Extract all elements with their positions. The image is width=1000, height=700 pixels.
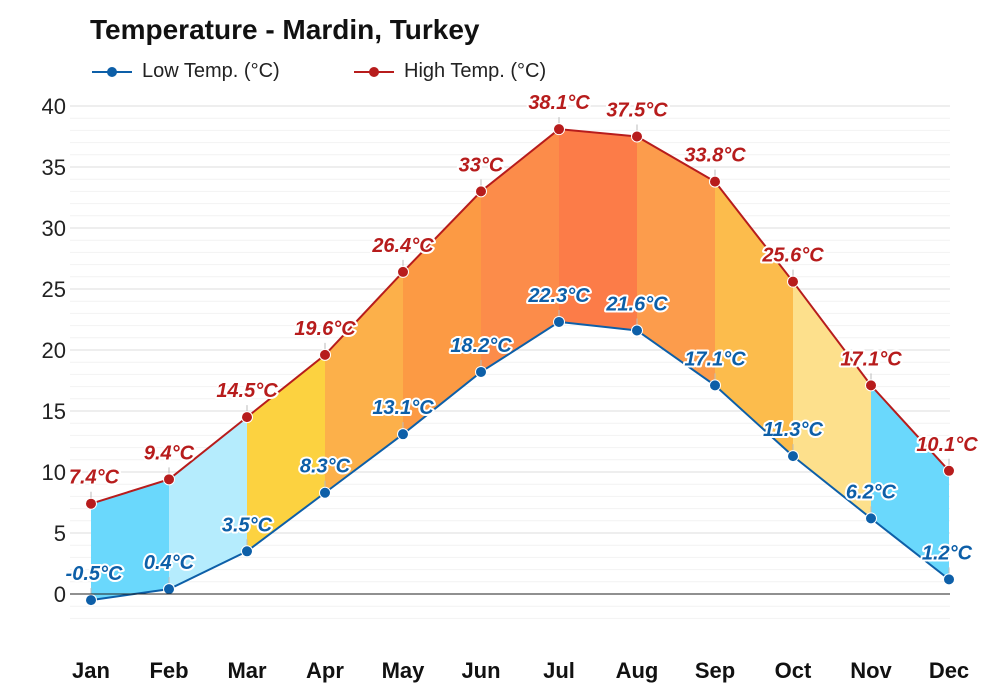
high-temp-point [397, 265, 409, 278]
temp-range-band [481, 129, 559, 372]
y-tick-label: 35 [42, 155, 66, 180]
y-tick-label: 15 [42, 399, 66, 424]
high-temp-label: 37.5°C [606, 100, 668, 122]
x-tick-label: Feb [149, 658, 188, 683]
low-temp-point [631, 324, 643, 337]
high-temp-point [631, 130, 643, 143]
low-temp-line [90, 320, 950, 602]
high-temp-label: 19.6°C [294, 318, 356, 340]
low-temp-point [553, 315, 565, 328]
x-tick-label: Aug [616, 658, 659, 683]
low-temp-label: 0.4°C [144, 552, 195, 574]
low-temp-label: -0.5°C [66, 563, 123, 585]
x-tick-label: Oct [775, 658, 812, 683]
high-temp-label: 26.4°C [371, 235, 434, 257]
temp-range-band [91, 479, 169, 601]
low-temp-label: 22.3°C [527, 285, 590, 307]
low-temp-point [865, 512, 877, 525]
y-tick-label: 25 [42, 277, 66, 302]
high-temp-point [85, 497, 97, 510]
low-temp-label: 21.6°C [605, 293, 668, 315]
chart-title: Temperature - Mardin, Turkey [90, 14, 480, 45]
high-temp-point [163, 473, 175, 486]
low-temp-label: 18.2°C [450, 335, 512, 357]
y-tick-label: 0 [54, 582, 66, 607]
high-temp-label: 33°C [459, 154, 504, 176]
y-tick-label: 20 [42, 338, 66, 363]
temp-range-band [715, 181, 793, 457]
low-temp-point [397, 428, 409, 441]
range-bands [91, 129, 949, 601]
high-temp-label: 7.4°C [69, 467, 120, 489]
low-temp-label: 17.1°C [684, 348, 746, 370]
legend-high-marker-icon [354, 66, 394, 77]
y-tick-label: 40 [42, 94, 66, 119]
high-temp-point [865, 379, 877, 392]
x-tick-label: Mar [227, 658, 267, 683]
low-temp-label: 13.1°C [372, 397, 434, 419]
high-temp-point [475, 185, 487, 198]
data-labels: -0.5°C 0.4°C 3.5°C 8.3°C 13.1°C 18.2°C 22.3°C 2… [64, 90, 981, 587]
high-temp-label: 14.5°C [216, 380, 278, 402]
temp-range-band [169, 417, 247, 590]
x-tick-label: Jul [543, 658, 575, 683]
temp-range-band [559, 129, 637, 331]
x-tick-label: Sep [695, 658, 735, 683]
high-temp-line [90, 128, 950, 505]
x-tick-label: May [382, 658, 426, 683]
high-temp-label: 25.6°C [761, 245, 824, 267]
high-temp-point [553, 123, 565, 136]
low-temp-point [319, 486, 331, 499]
x-tick-label: Apr [306, 658, 344, 683]
legend-low-temp[interactable]: Low Temp. (°C) [90, 60, 280, 83]
temp-range-band [325, 271, 403, 493]
temp-range-band [247, 354, 325, 552]
high-temp-label: 38.1°C [528, 92, 590, 114]
high-temp-label: 17.1°C [840, 348, 902, 370]
legend-low-label: Low Temp. (°C) [142, 60, 280, 82]
low-temp-point [787, 450, 799, 463]
high-temp-point [709, 175, 721, 188]
low-temp-point [709, 379, 721, 392]
high-temp-point [787, 275, 799, 288]
y-tick-label: 5 [54, 521, 66, 546]
high-temp-label: 33.8°C [684, 145, 746, 167]
low-temp-label: 8.3°C [300, 456, 351, 478]
y-tick-label: 10 [42, 460, 66, 485]
low-temp-label: 6.2°C [846, 481, 897, 503]
x-tick-label: Jun [461, 658, 500, 683]
high-temp-label: 9.4°C [144, 442, 195, 464]
y-tick-label: 30 [42, 216, 66, 241]
low-temp-point [241, 545, 253, 558]
legend-high-label: High Temp. (°C) [404, 60, 547, 82]
low-temp-label: 1.2°C [922, 542, 973, 564]
legend-low-marker-icon [92, 66, 132, 77]
series-points [85, 117, 955, 607]
high-temp-point [319, 348, 331, 361]
series-lines [90, 128, 950, 602]
axes: 0 5 10 15 20 25 30 35 40 Jan Feb Mar Apr May Jun Jul Aug… [42, 94, 970, 683]
temp-range-band [871, 385, 949, 580]
low-temp-point [85, 594, 97, 607]
low-temp-point [943, 573, 955, 586]
x-tick-label: Dec [929, 658, 969, 683]
legend-high-temp[interactable]: High Temp. (°C) [352, 60, 546, 83]
low-temp-label: 3.5°C [222, 514, 273, 536]
low-temp-point [475, 365, 487, 378]
high-temp-label: 10.1°C [916, 434, 978, 456]
high-temp-point [241, 411, 253, 424]
temp-range-band [793, 281, 871, 519]
low-temp-label: 11.3°C [763, 419, 823, 441]
x-tick-label: Nov [850, 658, 892, 683]
low-temp-point [163, 583, 175, 596]
x-tick-label: Jan [72, 658, 110, 683]
high-temp-point [943, 464, 955, 477]
temp-range-band [637, 136, 715, 386]
